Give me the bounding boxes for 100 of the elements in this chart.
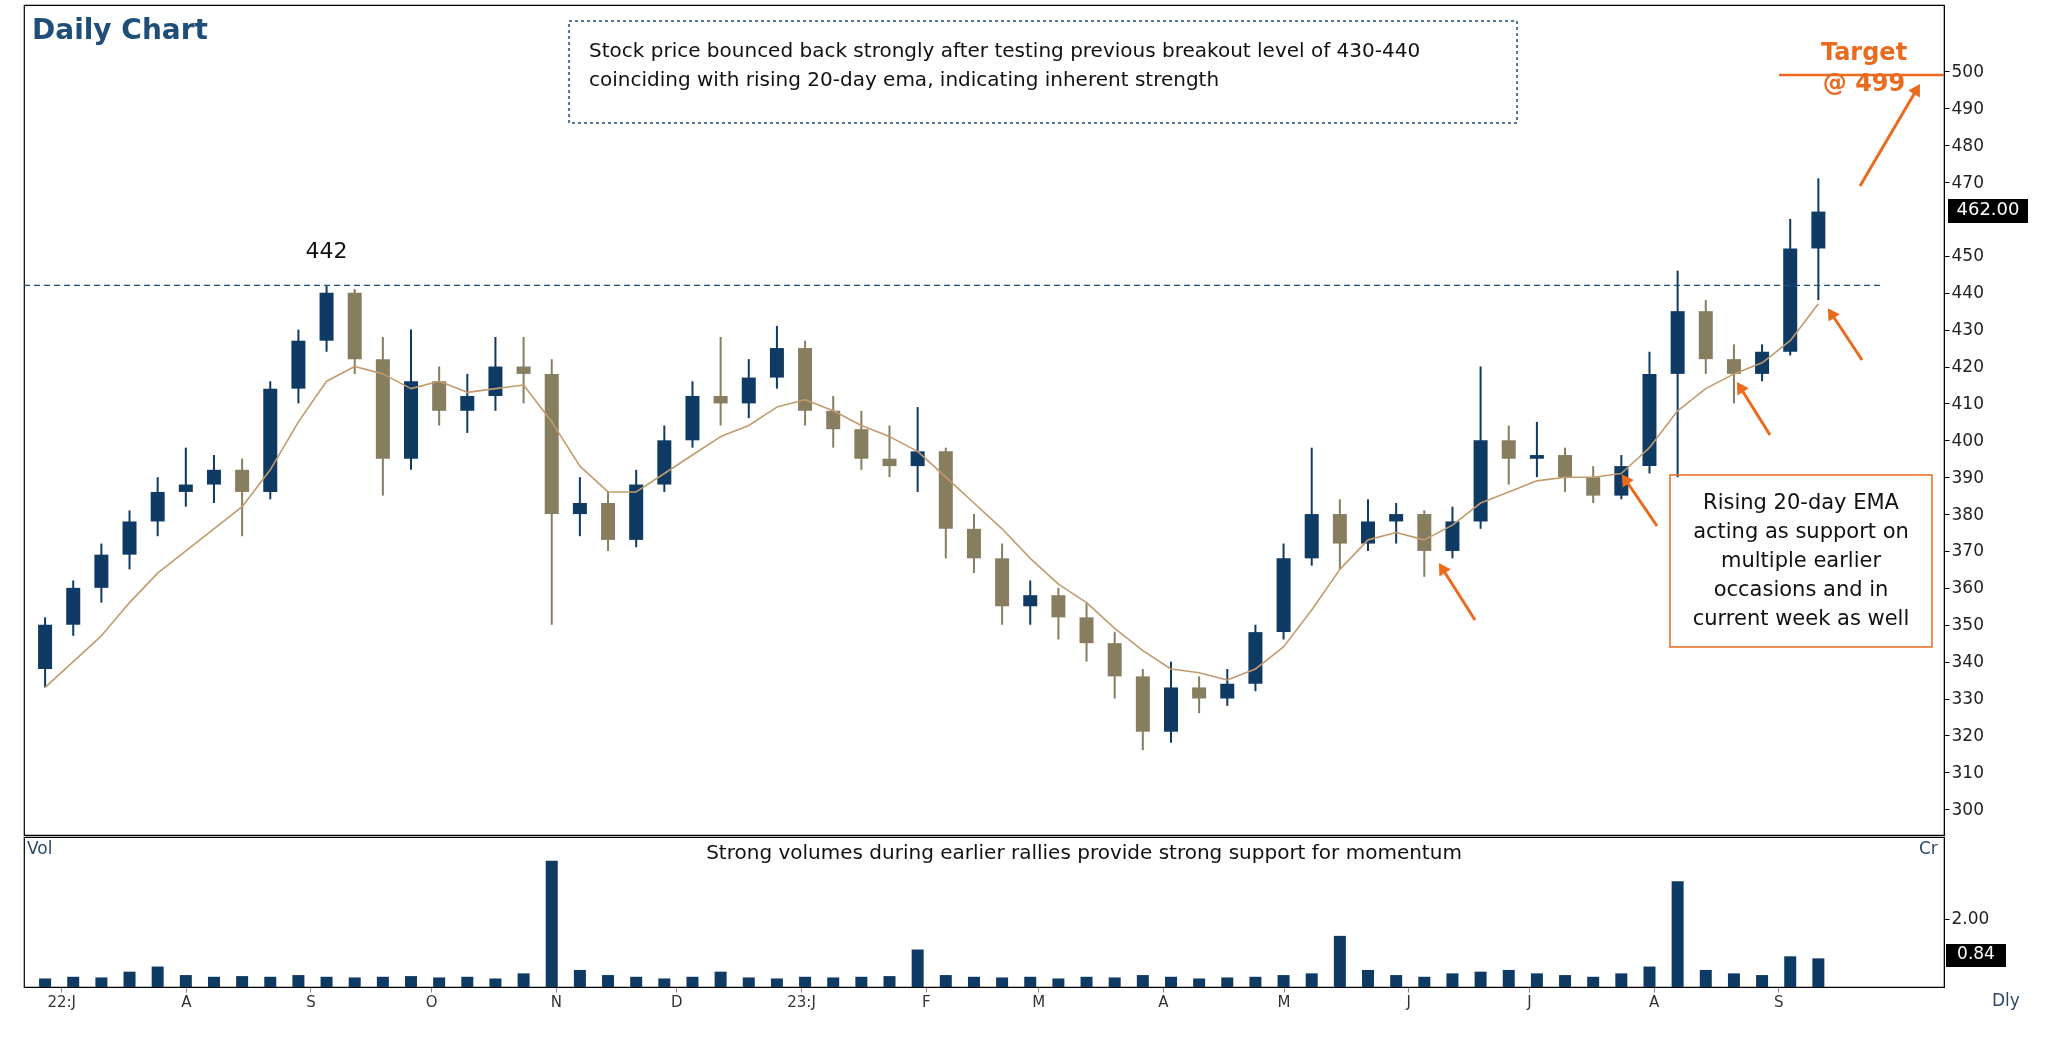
x-tick-label: S: [1773, 992, 1784, 1011]
candlestick: [1220, 668, 1235, 707]
bar: [1362, 969, 1375, 987]
bar: [1333, 935, 1346, 987]
bar: [1699, 969, 1712, 987]
candlestick: [460, 372, 475, 434]
bar: [489, 978, 502, 987]
bar: [1193, 978, 1206, 987]
bar: [714, 971, 727, 987]
y-tick-label: 400: [1951, 429, 1984, 450]
bar: [376, 976, 389, 987]
bar: [1277, 975, 1290, 987]
bar: [39, 978, 52, 987]
x-tick-label: A: [181, 992, 193, 1011]
bar: [658, 978, 671, 987]
candlestick: [572, 476, 587, 538]
y-tick-label: 490: [1951, 97, 1984, 118]
text: 462.00: [1956, 198, 2020, 219]
bar: [151, 966, 164, 987]
x-tick-label: J: [1526, 992, 1532, 1011]
x-tick-label: M: [1277, 992, 1291, 1011]
text: 0.84: [1957, 943, 1995, 963]
y-tick-label: 410: [1951, 392, 1984, 413]
y-tick-label: 370: [1951, 540, 1984, 561]
bar: [517, 973, 530, 987]
bar: [827, 977, 840, 987]
y-tick-label: 420: [1951, 356, 1984, 377]
bar: [1390, 975, 1403, 987]
x-tick-label: 22:J: [47, 992, 76, 1011]
bar: [433, 977, 446, 987]
candlestick: [1558, 446, 1573, 493]
bar: [883, 976, 896, 987]
bar: [1164, 976, 1177, 987]
y-tick-label: 440: [1951, 282, 1984, 303]
annotation: Stock price bounced back strongly after testing previous breakout level of 430-440 coinciding with rising 20-day ema, indicating inherent strength: [589, 38, 1421, 91]
annotation: Cr: [1919, 838, 1938, 858]
candlestick: [1192, 675, 1207, 715]
candlestick: [1586, 465, 1601, 504]
bar: [770, 978, 783, 987]
y-tick-label: 390: [1951, 466, 1984, 487]
candlestick: [826, 395, 841, 449]
bar: [1024, 976, 1037, 987]
y-tick-label: 2.00: [1951, 908, 1990, 929]
y-tick-label: 430: [1951, 319, 1984, 340]
bar: [292, 975, 305, 987]
bar: [348, 977, 361, 987]
bar: [545, 860, 558, 987]
bar: [967, 976, 980, 987]
bar: [996, 977, 1009, 987]
bar: [1502, 969, 1515, 987]
candlestick: [910, 406, 925, 493]
bar: [686, 976, 699, 987]
bar: [630, 976, 643, 987]
bar: [264, 976, 277, 987]
candlestick: [1501, 424, 1516, 486]
bar: [461, 976, 474, 987]
bar: [1587, 976, 1600, 987]
bar: [1249, 976, 1262, 987]
bar: [573, 969, 586, 987]
candlestick: [1023, 579, 1038, 626]
x-tick-label: N: [550, 992, 562, 1011]
chart-title: Daily Chart: [32, 13, 208, 46]
candlestick: [1389, 502, 1404, 545]
annotation: Rising 20-day EMA acting as support on multiple earlier occasions and in current week as well: [1692, 490, 1910, 630]
bar: [236, 976, 249, 987]
bar: [1136, 975, 1149, 987]
text: Dly: [1992, 990, 2020, 1010]
annotation: 442: [305, 238, 348, 264]
y-tick-label: 500: [1951, 60, 1984, 81]
y-tick-label: 320: [1951, 724, 1984, 745]
x-tick-label: A: [1648, 992, 1660, 1011]
y-tick-label: 380: [1951, 503, 1984, 524]
y-tick-label: 450: [1951, 245, 1984, 266]
annotation: Strong volumes during earlier rallies provide strong support for momentum: [706, 840, 1462, 864]
bar: [123, 971, 136, 987]
bar: [1615, 973, 1628, 987]
candlestick: [713, 336, 728, 427]
candlestick: [882, 424, 897, 479]
bar: [1671, 881, 1684, 987]
y-tick-label: 300: [1951, 798, 1984, 819]
y-tick-label: 310: [1951, 761, 1984, 782]
bar: [799, 976, 812, 987]
bar: [95, 977, 108, 987]
bar: [602, 975, 615, 987]
x-tick-label: A: [1158, 992, 1170, 1011]
x-tick-label: O: [425, 992, 438, 1011]
candlestick: [1361, 498, 1376, 552]
y-tick-label: 350: [1951, 614, 1984, 635]
bar: [1812, 958, 1825, 987]
candlestick: [516, 336, 531, 405]
y-tick-label: 360: [1951, 577, 1984, 598]
bar: [207, 976, 220, 987]
bar: [179, 975, 192, 987]
bar: [1221, 977, 1234, 987]
bar: [1052, 978, 1065, 987]
candlestick: [178, 446, 193, 508]
bar: [1474, 971, 1487, 987]
bar: [1727, 973, 1740, 987]
x-tick-label: M: [1032, 992, 1046, 1011]
bar: [911, 949, 924, 987]
